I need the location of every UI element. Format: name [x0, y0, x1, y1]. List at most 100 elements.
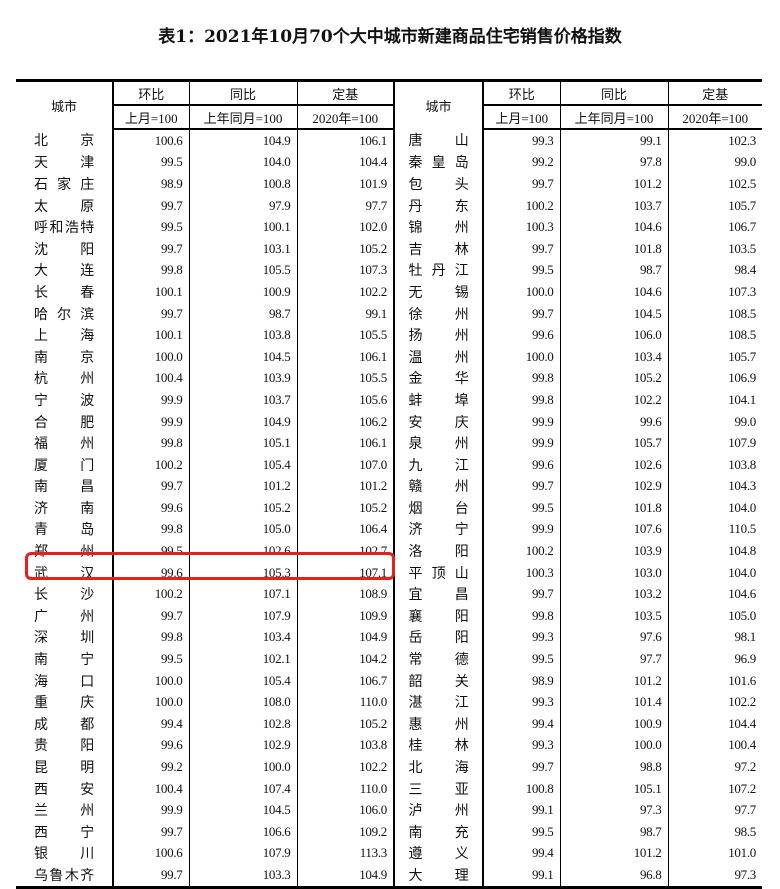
city-name: 包头 [408, 177, 469, 193]
cell-base: 105.2 [296, 237, 394, 260]
cell-mom: 99.5 [482, 821, 560, 843]
cell-city: 福州 [16, 432, 113, 454]
cell-city: 上海 [16, 324, 113, 346]
cell-city: 北京 [16, 129, 113, 152]
cell-base: 105.5 [296, 367, 394, 390]
header-base-2: 定基 [667, 80, 762, 105]
cell-city: 太原 [16, 195, 113, 217]
header-mom: 环比 [112, 80, 189, 105]
cell-mom: 99.7 [112, 302, 189, 325]
cell-mom: 99.7 [482, 756, 560, 778]
cell-base: 104.4 [667, 713, 762, 735]
cell-base: 97.3 [667, 864, 762, 888]
city-name: 成都 [34, 717, 94, 733]
table-row: 武汉 99.6 105.3 107.1 平顶山 100.3 103.0 104.0 [16, 561, 762, 584]
city-name: 丹东 [408, 199, 469, 215]
city-name: 扬州 [408, 329, 469, 345]
cell-yoy: 103.4 [188, 626, 297, 649]
city-name: 无锡 [408, 285, 469, 301]
cell-mom: 99.9 [112, 410, 189, 433]
table-row: 上海 100.1 103.8 105.5 扬州 99.6 106.0 108.5 [16, 324, 762, 346]
cell-city: 泸州 [393, 799, 483, 821]
cell-mom: 99.9 [482, 518, 560, 541]
cell-mom: 99.8 [112, 432, 189, 454]
cell-mom: 99.4 [112, 713, 189, 735]
cell-base: 102.2 [296, 756, 394, 778]
cell-yoy: 104.5 [559, 302, 668, 325]
cell-city: 温州 [393, 345, 483, 368]
cell-city: 沈阳 [16, 238, 113, 260]
city-name: 桂林 [408, 739, 469, 755]
table-row: 青岛 99.8 105.0 106.4 济宁 99.9 107.6 110.5 [16, 518, 762, 541]
cell-city: 青岛 [16, 519, 113, 541]
cell-city: 锦州 [393, 216, 483, 238]
city-name: 厦门 [34, 458, 94, 474]
cell-base: 103.8 [296, 734, 394, 757]
cell-city: 成都 [16, 713, 113, 735]
cell-city: 牡丹江 [393, 259, 483, 282]
cell-mom: 99.8 [482, 367, 560, 390]
city-name: 湛江 [408, 696, 469, 712]
cell-mom: 100.2 [112, 453, 189, 476]
cell-base: 102.7 [296, 540, 394, 562]
cell-base: 98.1 [667, 626, 762, 649]
cell-city: 烟台 [393, 497, 483, 519]
cell-yoy: 105.7 [559, 432, 668, 454]
cell-yoy: 103.3 [188, 864, 297, 888]
cell-yoy: 105.5 [188, 259, 297, 282]
cell-city: 平顶山 [393, 561, 483, 584]
table-row: 南京 100.0 104.5 106.1 温州 100.0 103.4 105.7 [16, 345, 762, 368]
header-yoy: 同比 [188, 80, 297, 105]
city-name: 南京 [34, 350, 94, 366]
cell-city: 西宁 [16, 821, 113, 843]
city-name: 郑州 [34, 545, 94, 561]
cell-mom: 99.8 [482, 605, 560, 627]
cell-mom: 99.7 [112, 864, 189, 888]
cell-mom: 100.2 [112, 583, 189, 606]
cell-base: 99.1 [296, 302, 394, 325]
cell-city: 合肥 [16, 411, 113, 433]
table-row: 海口 100.0 105.4 106.7 韶关 98.9 101.2 101.6 [16, 669, 762, 692]
cell-city: 吉林 [393, 237, 483, 260]
cell-base: 105.0 [667, 605, 762, 627]
cell-yoy: 105.4 [188, 453, 297, 476]
city-name: 锦州 [408, 221, 469, 237]
cell-yoy: 107.6 [559, 518, 668, 541]
city-name: 烟台 [408, 501, 469, 517]
table-row: 长春 100.1 100.9 102.2 无锡 100.0 104.6 107.3 [16, 281, 762, 303]
table-row: 兰州 99.9 104.5 106.0 泸州 99.1 97.3 97.7 [16, 799, 762, 821]
cell-yoy: 102.6 [188, 540, 297, 562]
cell-mom: 99.1 [482, 799, 560, 821]
cell-base: 109.2 [296, 821, 394, 843]
cell-base: 107.9 [667, 432, 762, 454]
cell-base: 107.3 [667, 281, 762, 303]
cell-city: 三亚 [393, 777, 483, 800]
cell-mom: 99.8 [112, 259, 189, 282]
table-row: 哈尔滨 99.7 98.7 99.1 徐州 99.7 104.5 108.5 [16, 302, 762, 325]
cell-yoy: 97.7 [559, 648, 668, 670]
table-row: 沈阳 99.7 103.1 105.2 吉林 99.7 101.8 103.5 [16, 237, 762, 260]
cell-yoy: 106.6 [188, 821, 297, 843]
city-name: 温州 [408, 350, 469, 366]
cell-yoy: 98.8 [559, 756, 668, 778]
cell-mom: 99.6 [112, 497, 189, 519]
cell-base: 102.2 [667, 691, 762, 714]
cell-city: 北海 [393, 756, 483, 778]
cell-mom: 100.1 [112, 324, 189, 346]
cell-yoy: 97.9 [188, 194, 297, 217]
city-name: 蚌埠 [408, 393, 469, 409]
city-name: 长沙 [34, 588, 94, 604]
city-name: 大理 [408, 868, 469, 884]
table-row: 成都 99.4 102.8 105.2 惠州 99.4 100.9 104.4 [16, 713, 762, 735]
cell-yoy: 105.1 [188, 432, 297, 454]
cell-base: 113.3 [296, 842, 394, 865]
cell-city: 银川 [16, 843, 113, 865]
cell-city: 襄阳 [393, 605, 483, 627]
city-name: 杭州 [34, 372, 94, 388]
cell-base: 106.4 [296, 518, 394, 541]
cell-yoy: 104.6 [559, 216, 668, 238]
cell-yoy: 103.7 [559, 194, 668, 217]
header-yoy-sub: 上年同月=100 [188, 104, 297, 130]
cell-base: 97.2 [667, 756, 762, 778]
cell-yoy: 105.3 [188, 561, 297, 584]
